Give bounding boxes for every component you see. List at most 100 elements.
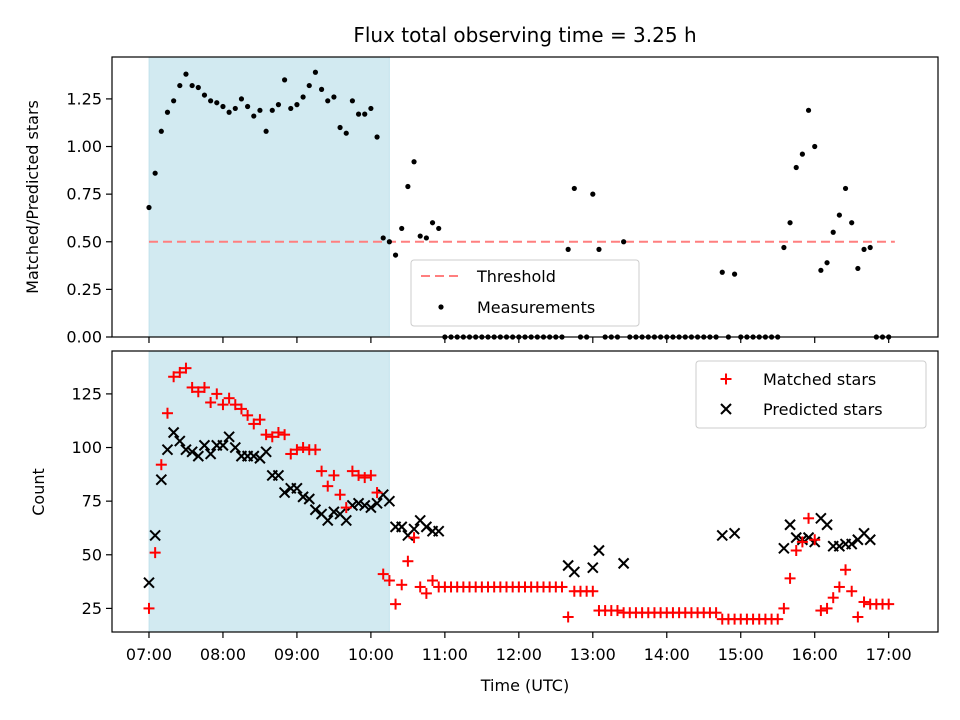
measurement-point xyxy=(787,220,793,226)
matched-star-point xyxy=(790,544,802,556)
measurement-point xyxy=(195,84,201,91)
measurement-point xyxy=(374,134,380,140)
measurement-point xyxy=(281,77,288,83)
measurement-point xyxy=(392,252,399,258)
predicted-star-point xyxy=(420,521,433,533)
bottom-panel: 25 50 75 100 125 07:00 08:00 09:00 10:00 11:00 12… xyxy=(29,350,939,695)
measurement-point xyxy=(201,92,208,98)
measurement-point xyxy=(861,246,867,252)
predicted-star-point xyxy=(223,431,235,443)
legend-predicted-label: Predicted stars xyxy=(763,400,883,419)
measurement-point xyxy=(867,244,873,251)
matched-star-point xyxy=(359,472,371,484)
matched-star-point xyxy=(414,581,426,593)
measurement-point xyxy=(590,191,596,197)
y-tick-label: 1.00 xyxy=(66,137,102,156)
matched-star-point xyxy=(229,399,241,411)
observing-interval-shade xyxy=(148,56,390,338)
top-x-ticks xyxy=(148,337,890,343)
x-tick-label: 11:00 xyxy=(422,645,468,664)
matched-star-point xyxy=(821,602,833,614)
matched-star-point xyxy=(155,459,167,471)
matched-star-point xyxy=(143,602,155,614)
predicted-star-point xyxy=(778,542,790,555)
matched-star-point xyxy=(297,442,309,454)
matched-star-point xyxy=(316,465,328,477)
predicted-star-point xyxy=(408,523,420,535)
predicted-star-point xyxy=(821,519,833,531)
legend-predicted-swatch xyxy=(720,403,732,415)
predicted-star-point xyxy=(229,441,241,454)
measurement-point xyxy=(399,225,405,232)
x-tick-label: 16:00 xyxy=(792,645,838,664)
matched-star-point xyxy=(710,607,722,619)
predicted-star-point xyxy=(716,529,728,542)
measurement-point xyxy=(177,82,183,89)
legend-matched-label: Matched stars xyxy=(763,370,876,389)
matched-star-point xyxy=(833,581,845,593)
top-y-ticks: 0.00 0.25 0.50 0.75 1.00 1.25 xyxy=(66,89,112,347)
legend-threshold-label: Threshold xyxy=(476,267,556,286)
measurement-point xyxy=(164,109,171,115)
measurement-point xyxy=(362,111,368,117)
matched-star-point xyxy=(803,512,815,524)
matched-star-point xyxy=(402,555,414,567)
predicted-star-point xyxy=(587,561,599,574)
matched-star-point xyxy=(149,547,161,559)
measurement-point xyxy=(318,86,325,92)
matched-star-point xyxy=(186,381,198,393)
matched-star-point xyxy=(254,414,266,426)
measurement-point xyxy=(349,98,356,104)
predicted-star-point xyxy=(359,499,371,512)
predicted-star-point xyxy=(174,435,186,447)
predicted-star-point xyxy=(303,493,315,505)
legend-measurement-swatch xyxy=(438,304,444,310)
predicted-star-point xyxy=(833,540,846,552)
measurement-point xyxy=(596,246,602,252)
measurement-point xyxy=(312,69,319,75)
x-tick-label: 12:00 xyxy=(496,645,542,664)
measurement-point xyxy=(781,244,787,251)
measurement-point xyxy=(294,102,300,108)
matched-star-point xyxy=(852,611,864,623)
predicted-star-point xyxy=(248,450,260,462)
measurement-point xyxy=(565,246,571,252)
x-tick-label: 17:00 xyxy=(866,645,912,664)
matched-star-point xyxy=(840,564,852,576)
predicted-star-point xyxy=(365,501,377,514)
measurement-point xyxy=(824,260,830,266)
measurement-point xyxy=(220,103,226,110)
predicted-star-point xyxy=(352,497,365,510)
measurement-point xyxy=(417,233,423,239)
top-legend: Threshold Measurements xyxy=(410,259,640,327)
matched-star-point xyxy=(205,396,217,408)
predicted-star-point xyxy=(278,486,291,499)
measurement-point xyxy=(812,143,818,150)
measurement-point xyxy=(719,269,725,275)
matched-star-point xyxy=(408,532,420,544)
matched-star-point xyxy=(334,489,346,501)
measurement-point xyxy=(238,96,245,102)
measurement-point xyxy=(830,229,836,235)
predicted-star-point xyxy=(167,426,180,439)
predicted-star-point xyxy=(143,576,155,589)
x-axis-label: Time (UTC) xyxy=(480,676,569,695)
matched-star-point xyxy=(562,611,574,623)
predicted-star-point xyxy=(728,527,741,540)
measurement-point xyxy=(189,82,195,89)
predicted-star-point xyxy=(272,469,285,482)
chart-title: Flux total observing time = 3.25 h xyxy=(353,23,696,47)
predicted-star-point xyxy=(180,443,192,456)
matched-star-point xyxy=(260,429,272,441)
measurement-point xyxy=(818,267,824,273)
predicted-star-point xyxy=(192,450,205,462)
measurement-point xyxy=(232,105,238,112)
measurement-point xyxy=(275,102,282,108)
predicted-star-point xyxy=(340,514,352,527)
matched-star-point xyxy=(168,371,180,383)
measurement-point xyxy=(429,220,436,226)
predicted-star-point xyxy=(371,497,383,510)
matched-star-point xyxy=(809,534,821,546)
predicted-star-point xyxy=(432,525,445,537)
measurement-point xyxy=(171,98,177,104)
